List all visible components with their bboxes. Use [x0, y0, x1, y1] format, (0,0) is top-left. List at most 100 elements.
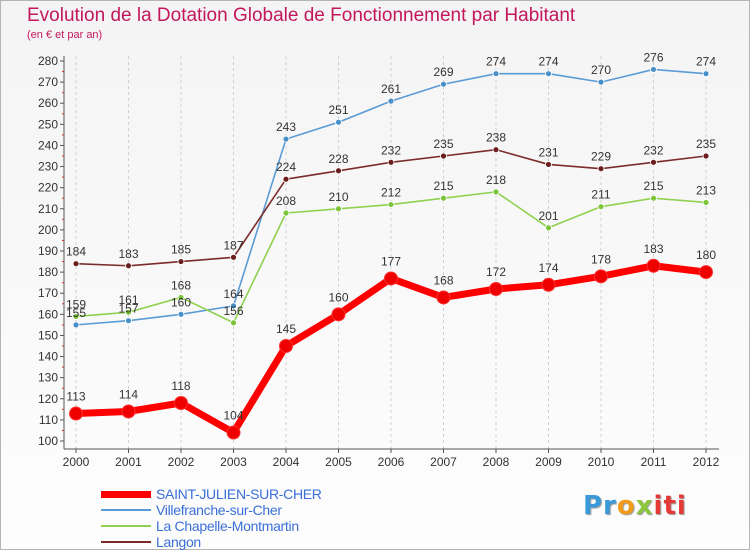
logo-part: iti [653, 491, 687, 521]
series-layer [69, 66, 713, 440]
data-point [177, 294, 185, 301]
data-point [387, 158, 395, 166]
x-tick-label: 2000 [63, 455, 90, 469]
data-label: 210 [328, 190, 348, 204]
data-label: 218 [486, 173, 506, 187]
data-label: 224 [276, 160, 296, 174]
x-tick-label: 2006 [378, 455, 405, 469]
series-la-chapelle-montmartin [72, 188, 710, 327]
data-label: 212 [381, 186, 401, 200]
data-label: 211 [591, 188, 610, 202]
x-tick-label: 2003 [220, 455, 247, 469]
series-saint-julien-sur-cher [69, 258, 713, 440]
data-label: 261 [381, 82, 401, 96]
data-label: 183 [643, 242, 663, 256]
data-label: 168 [171, 278, 191, 292]
y-tick-label: 120 [38, 392, 58, 406]
data-point [177, 310, 185, 318]
data-label: 172 [486, 265, 506, 279]
data-label: 185 [171, 243, 191, 257]
data-label: 145 [276, 322, 296, 336]
logo-part: Pr [583, 491, 617, 521]
data-label: 215 [433, 179, 453, 193]
data-point [597, 203, 605, 211]
data-label: 235 [696, 137, 716, 151]
x-tick-label: 2004 [273, 455, 300, 469]
data-point [650, 194, 657, 202]
logo-part: x [635, 491, 654, 521]
legend-item: La Chapelle-Montmartin [101, 518, 401, 534]
x-tick-label: 2007 [430, 455, 457, 469]
logo-part: o [616, 491, 636, 521]
data-point [650, 66, 657, 73]
x-tick-label: 2001 [115, 455, 142, 469]
x-tick-label: 2011 [641, 455, 667, 469]
data-label: 274 [538, 55, 558, 69]
data-label: 269 [433, 65, 453, 79]
data-point [545, 70, 552, 78]
series-villefranche-sur-cher [72, 66, 710, 329]
data-label: 156 [223, 304, 243, 318]
data-point [545, 161, 552, 168]
data-label: 157 [118, 302, 138, 316]
data-point [335, 167, 342, 175]
data-point [384, 271, 398, 286]
y-tick-label: 160 [38, 307, 58, 321]
data-point [230, 253, 237, 261]
data-label-layer: 155 157 160 164 243 251 261 269 274 274 270 276 274 1… [66, 50, 716, 422]
data-point [177, 258, 185, 265]
data-point [125, 262, 132, 270]
legend: SAINT-JULIEN-SUR-CHER Villefranche-sur-Ch… [101, 486, 401, 550]
data-point [489, 282, 503, 296]
data-point [72, 260, 80, 268]
data-label: 274 [696, 55, 716, 69]
y-tick-label: 260 [38, 96, 58, 110]
data-label: 232 [381, 143, 401, 157]
y-tick-label: 230 [38, 160, 58, 174]
data-label: 177 [381, 254, 401, 268]
data-label: 183 [118, 247, 138, 261]
data-label: 276 [643, 50, 663, 64]
data-label: 184 [66, 245, 86, 259]
data-point [282, 135, 290, 143]
data-label: 231 [538, 145, 558, 159]
data-label: 164 [223, 287, 243, 301]
chart-subtitle: (en € et par an) [27, 29, 103, 41]
y-tick-label: 130 [38, 371, 58, 385]
x-tick-label: 2009 [535, 455, 562, 469]
data-label: 274 [486, 55, 506, 69]
data-point [335, 118, 342, 126]
y-tick-label: 150 [38, 328, 58, 342]
data-point [541, 277, 556, 292]
x-tick-label: 2005 [325, 455, 352, 469]
legend-swatch [101, 509, 151, 511]
data-point [125, 308, 132, 316]
data-point [702, 152, 710, 160]
legend-swatch [101, 491, 151, 498]
legend-item: Langon [101, 534, 401, 550]
axis-layer: 100 110 120 130 140 150 160 170 180 190 200 210 220 2… [38, 54, 720, 469]
data-point [279, 339, 293, 353]
legend-label: SAINT-JULIEN-SUR-CHER [156, 486, 322, 502]
x-tick-label: 2010 [588, 455, 615, 469]
data-point [440, 152, 447, 160]
data-point [440, 194, 447, 202]
legend-label: La Chapelle-Montmartin [156, 518, 299, 534]
y-tick-label: 140 [38, 350, 58, 364]
data-label: 187 [223, 238, 243, 252]
data-label: 113 [66, 390, 85, 404]
data-point [282, 175, 290, 183]
data-point [282, 209, 290, 217]
y-tick-label: 210 [38, 202, 58, 216]
data-point [436, 290, 451, 305]
data-label: 228 [328, 152, 348, 166]
y-tick-label: 180 [38, 265, 58, 279]
data-point [230, 302, 237, 310]
data-point [174, 396, 188, 410]
data-point [440, 80, 447, 88]
data-point [492, 146, 500, 154]
data-label: 160 [171, 295, 191, 309]
data-label: 235 [433, 137, 453, 151]
